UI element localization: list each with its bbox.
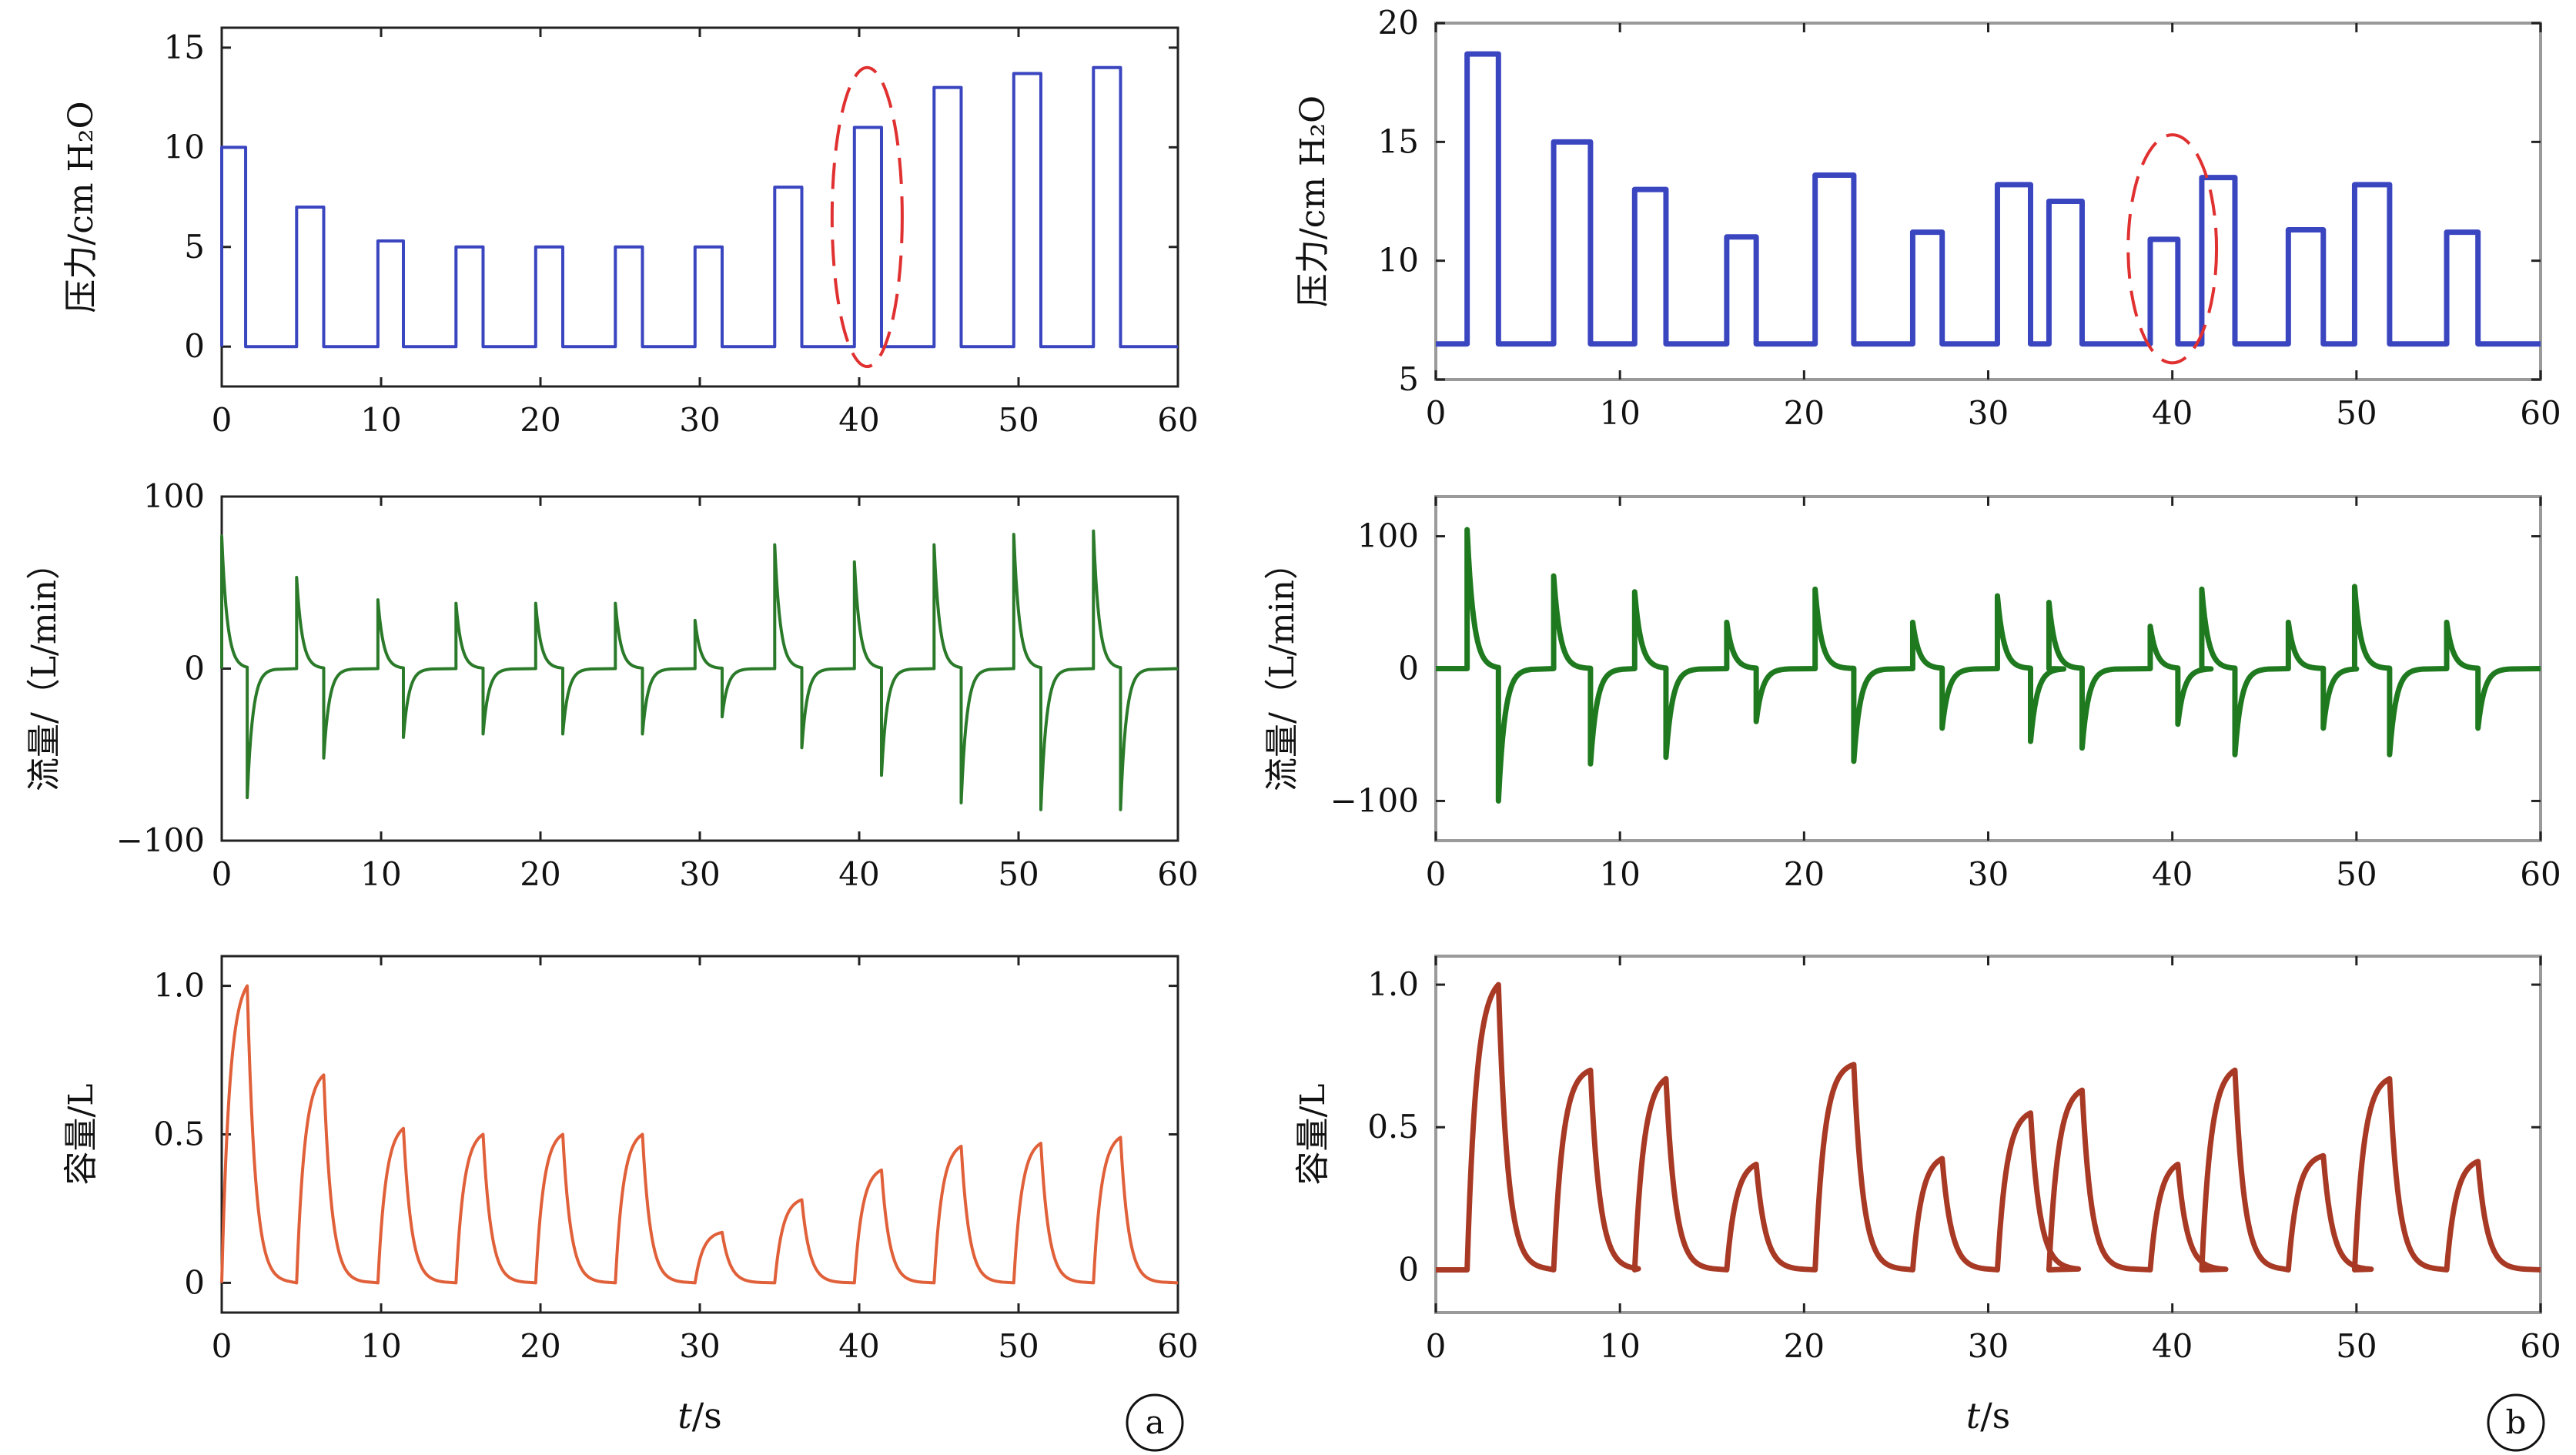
x-tick-label: 10 (360, 855, 401, 893)
highlight-ellipse (830, 65, 904, 369)
y-tick-label: 15 (1378, 122, 1419, 160)
x-tick-label: 30 (679, 1327, 720, 1365)
y-tick-label: 0.5 (1367, 1108, 1419, 1146)
x-tick-label: 0 (1426, 1327, 1447, 1365)
y-tick-label: 15 (164, 28, 205, 66)
series-line-volume (1436, 982, 2541, 1273)
x-tick-label: 20 (520, 1327, 560, 1365)
y-tick-label: 20 (1378, 4, 1419, 42)
panel-tag-label: b (2506, 1403, 2527, 1441)
y-axis-label: 容量/L (1293, 1083, 1333, 1185)
x-tick-label: 30 (679, 855, 720, 893)
x-tick-label: 60 (2520, 394, 2561, 432)
x-tick-label: 50 (2336, 394, 2377, 432)
y-tick-label: 0.5 (153, 1116, 205, 1153)
x-tick-label: 60 (2520, 855, 2561, 893)
x-tick-label: 0 (212, 1327, 233, 1365)
y-tick-label: 100 (143, 477, 205, 515)
x-tick-label: 30 (1968, 855, 2009, 893)
chart-a-volume: 0 10 20 30 40 50 60 0 0.5 1.0 容量/L t/s a (62, 955, 1199, 1452)
x-tick-label: 10 (1599, 1327, 1640, 1365)
series-line-flow (1436, 527, 2541, 804)
x-tick-label: 50 (2336, 855, 2377, 893)
y-axis-label: 流量/（L/min） (25, 546, 64, 791)
x-tick-label: 10 (360, 1327, 401, 1365)
x-tick-label: 50 (998, 1327, 1039, 1365)
x-tick-label: 40 (2152, 1327, 2193, 1365)
plot-frame (220, 26, 1179, 388)
y-tick-label: 5 (1398, 360, 1419, 398)
x-tick-label: 20 (1784, 1327, 1825, 1365)
x-tick-label: 40 (838, 401, 879, 439)
y-tick-label: 10 (1378, 242, 1419, 279)
y-tick-label: 0 (184, 327, 205, 365)
y-tick-label: 5 (184, 228, 205, 266)
panel-tag-circle (2487, 1393, 2545, 1452)
x-tick-label: 30 (679, 401, 720, 439)
chart-b-volume: 0 10 20 30 40 50 60 0 0.5 1.0 容量/L t/s b (1293, 955, 2561, 1452)
x-tick-label: 20 (1784, 855, 1825, 893)
x-axis-label: t/s (677, 1395, 722, 1437)
x-tick-label: 50 (2336, 1327, 2377, 1365)
panel-tag-circle (1126, 1393, 1184, 1452)
x-tick-label: 40 (838, 1327, 879, 1365)
y-tick-label: 1.0 (153, 967, 205, 1005)
x-tick-label: 0 (1426, 394, 1447, 432)
x-tick-label: 0 (212, 401, 233, 439)
panel-tag-label: a (1145, 1403, 1164, 1441)
x-axis-label: t/s (1966, 1395, 2011, 1437)
y-tick-label: −100 (116, 821, 205, 859)
chart-b-pressure: 0 10 20 30 40 50 60 5 10 15 20 压力/cm H₂O (1293, 4, 2561, 432)
x-tick-label: 50 (998, 401, 1039, 439)
x-tick-label: 0 (212, 855, 233, 893)
y-axis-label: 流量/（L/min） (1263, 546, 1302, 791)
x-tick-label: 30 (1968, 394, 2009, 432)
x-tick-label: 10 (360, 401, 401, 439)
x-tick-label: 60 (2520, 1327, 2561, 1365)
y-axis-label: 压力/cm H₂O (1293, 95, 1333, 307)
x-tick-label: 10 (1599, 855, 1640, 893)
x-tick-label: 60 (1157, 855, 1198, 893)
y-tick-label: 0 (1398, 650, 1419, 687)
x-tick-label: 20 (1784, 394, 1825, 432)
y-axis-label: 容量/L (62, 1083, 101, 1185)
x-tick-label: 40 (2152, 855, 2193, 893)
x-tick-label: 20 (520, 401, 560, 439)
plot-frame (1434, 955, 2542, 1314)
y-axis-label: 压力/cm H₂O (62, 101, 101, 313)
series-line-pressure (220, 65, 1178, 349)
x-tick-label: 30 (1968, 1327, 2009, 1365)
x-tick-label: 60 (1157, 401, 1198, 439)
x-tick-label: 40 (838, 855, 879, 893)
x-tick-label: 10 (1599, 394, 1640, 432)
series-line-flow (220, 529, 1179, 811)
y-tick-label: 0 (1398, 1250, 1419, 1288)
x-tick-label: 20 (520, 855, 560, 893)
y-tick-label: −100 (1330, 781, 1419, 819)
x-tick-label: 60 (1157, 1327, 1198, 1365)
x-tick-label: 40 (2152, 394, 2193, 432)
chart-a-pressure: 0 10 20 30 40 50 60 0 5 10 15 压力/cm H₂O (62, 26, 1199, 439)
y-tick-label: 1.0 (1367, 965, 1419, 1003)
y-tick-label: 100 (1357, 517, 1419, 555)
plot-frame (1434, 22, 2542, 381)
x-tick-label: 0 (1426, 855, 1447, 893)
y-tick-label: 0 (184, 650, 205, 687)
x-tick-label: 50 (998, 855, 1039, 893)
series-line-volume (220, 984, 1179, 1285)
highlight-ellipse (2126, 133, 2219, 365)
series-line-pressure (1436, 51, 2541, 347)
y-tick-label: 0 (184, 1263, 205, 1301)
y-tick-label: 10 (164, 128, 205, 166)
